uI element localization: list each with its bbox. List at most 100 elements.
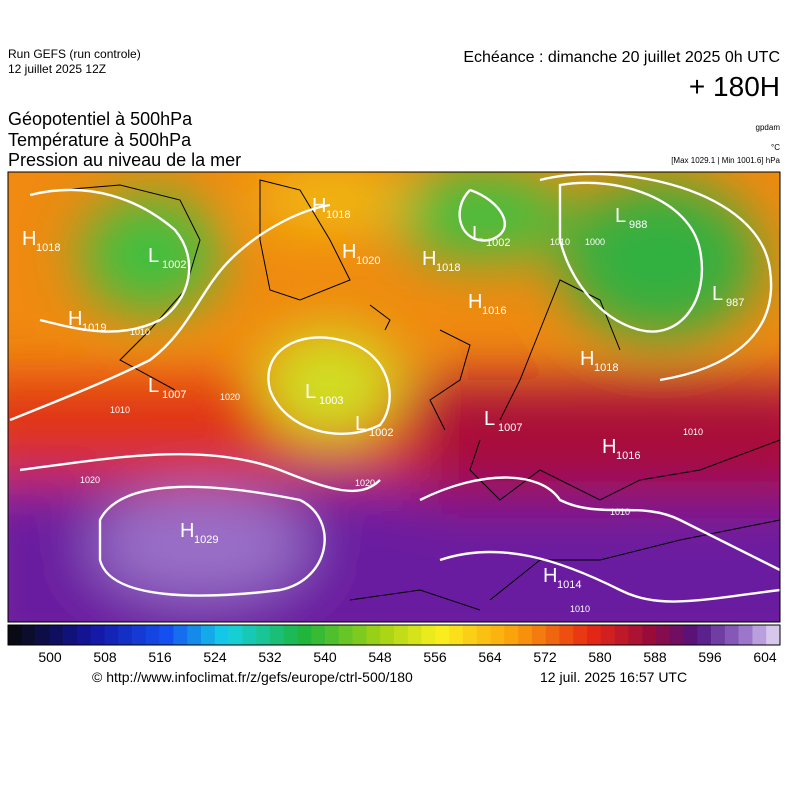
center-pressure: 1014 <box>557 579 581 591</box>
colorbar-tick-label: 572 <box>533 649 557 665</box>
colorbar-tick-label: 524 <box>203 649 227 665</box>
center-pressure: 1018 <box>326 209 350 221</box>
color-swatch <box>380 625 395 645</box>
color-swatch <box>545 625 560 645</box>
center-kind: H <box>422 248 436 270</box>
color-swatch <box>311 625 326 645</box>
run-date: 12 juillet 2025 12Z <box>8 62 106 76</box>
center-kind: H <box>312 195 326 217</box>
colorbar-tick-label: 556 <box>423 649 447 665</box>
color-swatch <box>724 625 739 645</box>
color-swatch <box>573 625 588 645</box>
center-kind: L <box>148 245 159 267</box>
isobar-label: 1010 <box>130 327 150 337</box>
center-kind: L <box>148 375 159 397</box>
center-pressure: 1003 <box>319 395 343 407</box>
center-pressure: 1020 <box>356 255 380 267</box>
color-swatch <box>394 625 409 645</box>
map-frame <box>7 171 781 623</box>
center-pressure: 1002 <box>486 237 510 249</box>
colorbar-tick-label: 532 <box>258 649 282 665</box>
isobar-label: 1010 <box>570 604 590 614</box>
colorbar-tick-label: 516 <box>148 649 172 665</box>
color-swatch <box>449 625 464 645</box>
center-pressure: 1016 <box>482 305 506 317</box>
color-swatch <box>297 625 312 645</box>
isobars <box>9 172 780 603</box>
color-swatch <box>352 625 367 645</box>
color-swatch <box>173 625 188 645</box>
center-kind: H <box>180 520 194 542</box>
color-swatch <box>407 625 422 645</box>
color-swatch <box>159 625 174 645</box>
color-swatch <box>35 625 50 645</box>
center-pressure: 1018 <box>36 242 60 254</box>
color-swatch <box>228 625 243 645</box>
center-pressure: 988 <box>629 219 647 231</box>
color-swatch <box>256 625 271 645</box>
colorbar-tick-label: 604 <box>753 649 777 665</box>
color-swatch <box>738 625 753 645</box>
center-pressure: 1016 <box>616 450 640 462</box>
colorbar-tick-label: 540 <box>313 649 337 665</box>
color-swatch <box>421 625 436 645</box>
color-swatch <box>669 625 684 645</box>
color-swatch <box>283 625 298 645</box>
color-swatch <box>366 625 381 645</box>
color-swatch <box>766 625 781 645</box>
color-swatch <box>683 625 698 645</box>
color-swatch <box>21 625 36 645</box>
color-swatch <box>118 625 133 645</box>
center-kind: L <box>484 408 495 430</box>
color-swatch <box>214 625 229 645</box>
color-swatch <box>242 625 257 645</box>
center-kind: H <box>68 308 82 330</box>
center-kind: H <box>580 348 594 370</box>
color-swatch <box>63 625 78 645</box>
center-pressure: 1018 <box>594 362 618 374</box>
colorbar-frame <box>7 624 781 646</box>
color-swatch <box>201 625 216 645</box>
center-pressure: 1002 <box>369 427 393 439</box>
isobar-label: 1010 <box>550 237 570 247</box>
isobar-label: 1010 <box>610 507 630 517</box>
center-pressure: 1007 <box>162 389 186 401</box>
color-swatch <box>490 625 505 645</box>
color-swatch <box>90 625 105 645</box>
colorbar-tick-label: 596 <box>698 649 722 665</box>
isobar-label: 1010 <box>683 427 703 437</box>
unit: [Max 1029.1 | Min 1001.6] hPa <box>671 156 780 165</box>
center-kind: L <box>472 223 483 245</box>
color-swatch <box>8 625 23 645</box>
isobar-label: 1020 <box>80 475 100 485</box>
color-swatch <box>531 625 546 645</box>
color-swatch <box>697 625 712 645</box>
unit: °C <box>771 143 780 152</box>
colorbar-tick-label: 500 <box>38 649 62 665</box>
center-kind: L <box>355 413 366 435</box>
color-swatch <box>614 625 629 645</box>
center-pressure: 987 <box>726 297 744 309</box>
title: Pression au niveau de la mer <box>8 150 241 170</box>
color-swatch <box>587 625 602 645</box>
colorbar-tick-label: 548 <box>368 649 392 665</box>
color-swatch <box>269 625 285 645</box>
color-swatch <box>504 625 519 645</box>
unit: gpdam <box>756 123 781 132</box>
center-pressure: 1018 <box>436 262 460 274</box>
color-swatch <box>600 625 615 645</box>
center-pressure: 1029 <box>194 534 218 546</box>
center-pressure: 1019 <box>82 322 106 334</box>
color-swatch <box>104 625 119 645</box>
center-kind: H <box>602 436 616 458</box>
color-swatch <box>187 625 202 645</box>
color-swatch <box>462 625 478 645</box>
colorbar-tick-label: 564 <box>478 649 502 665</box>
isobar-label: 1020 <box>220 392 240 402</box>
center-kind: L <box>712 283 723 305</box>
isobar-label: 1020 <box>355 478 375 488</box>
run-label: Run GEFS (run controle) <box>8 47 141 61</box>
color-swatch <box>752 625 767 645</box>
center-kind: L <box>305 381 316 403</box>
center-pressure: 1002 <box>162 259 186 271</box>
